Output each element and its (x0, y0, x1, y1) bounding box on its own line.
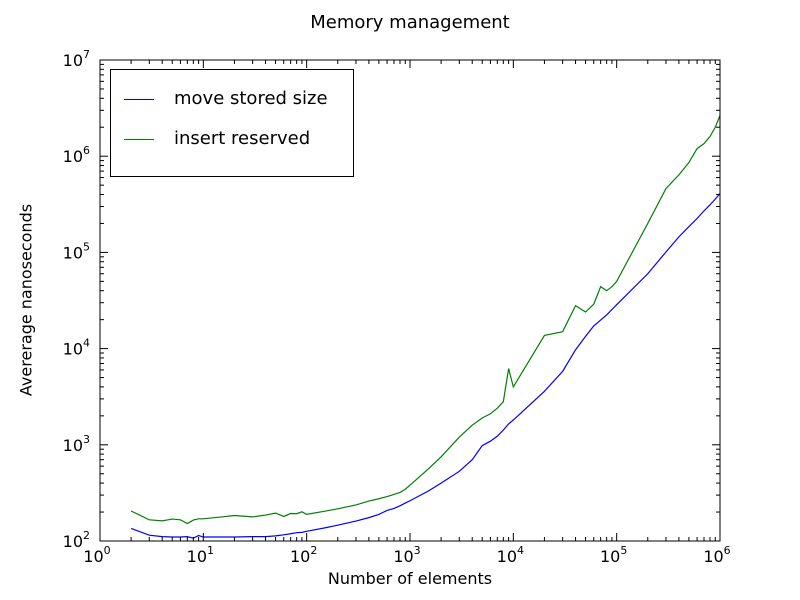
y-axis-label: Avererage nanoseconds (16, 203, 36, 397)
y-tick-label: 106 (63, 144, 90, 166)
x-tick-label: 101 (187, 544, 214, 566)
x-tick-label: 105 (600, 544, 627, 566)
y-tick-label: 107 (63, 48, 90, 70)
x-tick-label: 103 (393, 544, 420, 566)
legend-line-blue (124, 99, 154, 100)
legend-item-insert-reserved: insert reserved (111, 128, 353, 152)
legend-line-green (124, 139, 154, 140)
series-layer (130, 115, 721, 539)
chart-title: Memory management (310, 12, 510, 33)
legend-label: move stored size (174, 88, 328, 109)
y-tick-label: 103 (63, 433, 90, 455)
legend: move stored size insert reserved (110, 69, 354, 177)
series-line-insert-reserved (130, 115, 721, 525)
tick-layer: 100 101 102 103 104 105 106 102 103 104 105 106 107 (63, 48, 731, 566)
x-axis-label: Number of elements (327, 569, 493, 588)
y-tick-label: 102 (63, 529, 90, 551)
legend-item-move-stored-size: move stored size (111, 88, 353, 112)
y-tick-label: 105 (63, 240, 90, 262)
series-line-move-stored-size (130, 193, 721, 539)
x-tick-label: 102 (290, 544, 317, 566)
legend-label: insert reserved (174, 128, 311, 149)
y-tick-label: 104 (63, 337, 90, 359)
x-tick-label: 106 (703, 544, 730, 566)
x-tick-label: 100 (83, 544, 110, 566)
x-tick-label: 104 (497, 544, 524, 566)
